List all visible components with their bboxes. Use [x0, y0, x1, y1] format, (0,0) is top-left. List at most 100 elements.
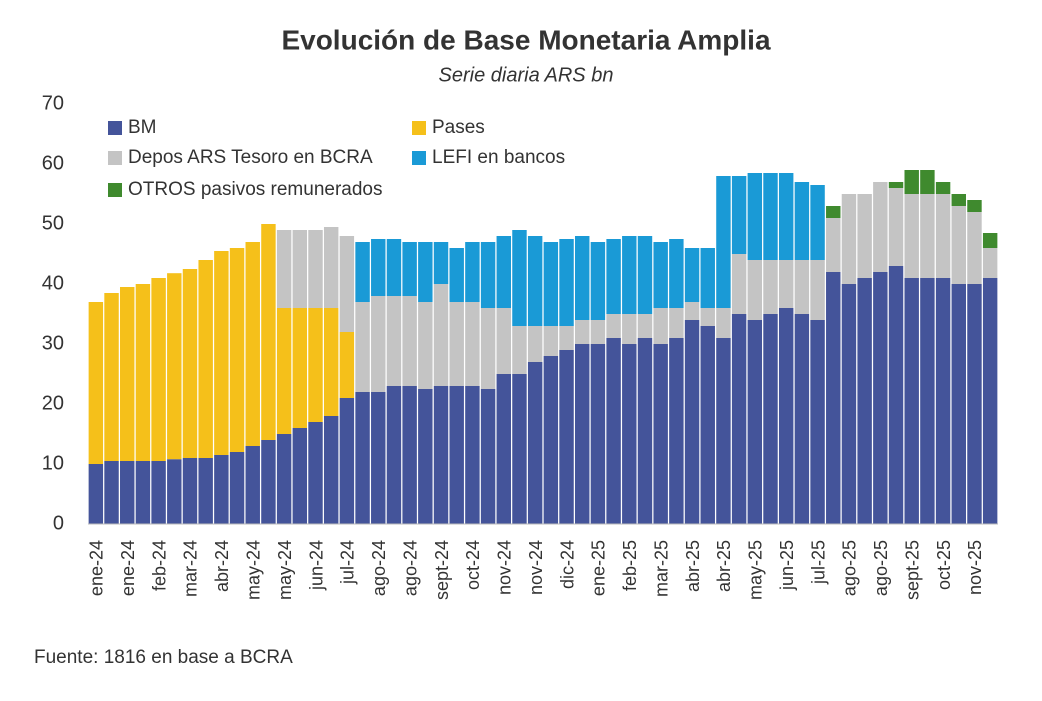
bar-segment: [826, 218, 841, 272]
legend-label: Depos ARS Tesoro en BCRA: [128, 147, 373, 168]
bar-segment: [261, 440, 276, 524]
x-tick-label: ago-24: [369, 540, 389, 596]
x-tick-label: jul-25: [808, 540, 828, 585]
bar-segment: [214, 455, 229, 524]
bar-segment: [261, 224, 276, 440]
bar-segment: [198, 458, 213, 524]
bar-segment: [182, 269, 198, 458]
x-tick-label: may-24: [275, 540, 295, 600]
bar-segment: [245, 446, 260, 524]
x-tick-label: sept-25: [902, 540, 922, 600]
bar-segment: [214, 251, 229, 455]
bar-segment: [763, 260, 778, 314]
bar-segment: [167, 273, 182, 460]
x-tick-label: jun-25: [777, 540, 797, 591]
bar-segment: [465, 242, 480, 302]
bar-segment: [731, 176, 747, 254]
bar-segment: [88, 302, 104, 464]
bar-segment: [951, 284, 966, 524]
bar-segment: [622, 236, 637, 314]
bar-segment: [433, 242, 449, 284]
x-tick-label: oct-24: [463, 540, 483, 590]
x-tick-label: ago-24: [400, 540, 420, 596]
bar-segment: [873, 272, 888, 524]
bar-segment: [763, 173, 778, 260]
bar-segment: [935, 278, 951, 524]
x-tick-label: feb-25: [620, 540, 640, 591]
bar-segment: [559, 326, 574, 350]
bar-segment: [716, 176, 731, 308]
bar-segment: [308, 308, 323, 422]
x-tick-label: dic-24: [557, 540, 577, 589]
bar-segment: [857, 278, 872, 524]
bar-segment: [276, 308, 292, 434]
bar-segment: [355, 302, 370, 392]
bar-segment: [323, 416, 339, 524]
bar-segment: [653, 242, 668, 308]
bar-segment: [386, 239, 402, 296]
bar-segment: [794, 314, 810, 524]
bar-segment: [920, 170, 935, 194]
bar-segment: [308, 230, 323, 308]
bar-segment: [606, 338, 621, 524]
bar-segment: [982, 233, 998, 248]
bar-segment: [120, 461, 135, 524]
bar-segment: [700, 248, 715, 308]
bar-segment: [575, 344, 590, 524]
bar-segment: [637, 338, 653, 524]
bar-segment: [371, 296, 386, 392]
x-tick-label: abr-25: [714, 540, 734, 592]
bar-segment: [198, 260, 213, 458]
bar-segment: [888, 266, 904, 524]
bar-segment: [449, 248, 464, 302]
x-tick-label: abr-25: [683, 540, 703, 592]
bar-segment: [794, 260, 810, 314]
bar-segment: [371, 392, 386, 524]
x-tick-label: nov-24: [526, 540, 546, 595]
bar-segment: [339, 398, 355, 524]
bar-segment: [982, 278, 998, 524]
bar-segment: [606, 239, 621, 314]
bar-segment: [967, 284, 982, 524]
bar-segment: [449, 302, 464, 386]
bar-segment: [731, 314, 747, 524]
bar-segment: [182, 458, 198, 524]
source: Fuente: 1816 en base a BCRA: [34, 647, 293, 668]
bar-segment: [575, 320, 590, 344]
bar-segment: [826, 206, 841, 218]
x-tick-label: ago-25: [840, 540, 860, 596]
bar-segment: [418, 302, 433, 389]
bar-segment: [935, 194, 951, 278]
bar-segment: [967, 212, 982, 284]
bar-segment: [684, 320, 700, 524]
bar-segment: [951, 206, 966, 284]
x-tick-label: jul-24: [338, 540, 358, 585]
bar-segment: [747, 320, 763, 524]
bar-segment: [355, 242, 370, 302]
bar-segment: [292, 428, 308, 524]
legend-swatch: [412, 151, 426, 165]
bar-segment: [622, 344, 637, 524]
bar-segment: [386, 296, 402, 386]
x-tick-label: mar-24: [181, 540, 201, 597]
chart-subtitle: Serie diaria ARS bn: [439, 64, 614, 86]
y-tick-label: 70: [42, 92, 64, 114]
bar-segment: [245, 242, 260, 446]
bar-segment: [841, 194, 857, 284]
bar-segment: [778, 308, 794, 524]
bar-segment: [935, 182, 951, 194]
bar-segment: [731, 254, 747, 314]
bar-segment: [559, 350, 574, 524]
bar-segment: [323, 308, 339, 416]
bar-segment: [418, 389, 433, 524]
bar-segment: [810, 260, 825, 320]
bar-segment: [700, 308, 715, 326]
bar-segment: [794, 182, 810, 260]
bar-segment: [465, 386, 480, 524]
bar-segment: [951, 194, 966, 206]
bar-segment: [920, 194, 935, 278]
bar-segment: [888, 188, 904, 266]
bar-segment: [763, 314, 778, 524]
bar-segment: [323, 227, 339, 308]
